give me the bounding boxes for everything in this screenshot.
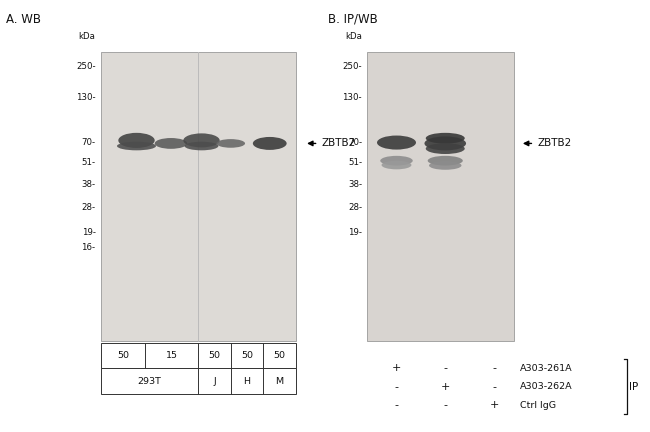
Text: -: -: [492, 363, 496, 373]
Text: -: -: [395, 400, 398, 410]
Text: 16-: 16-: [81, 243, 96, 251]
Text: 50: 50: [274, 352, 285, 360]
Text: A303-262A: A303-262A: [520, 382, 573, 391]
Bar: [367, 52, 514, 341]
Text: 250-: 250-: [343, 63, 362, 71]
Text: 50: 50: [209, 352, 220, 360]
Text: 70-: 70-: [348, 138, 362, 147]
Text: 250-: 250-: [76, 63, 96, 71]
Text: H: H: [244, 377, 250, 385]
Text: +: +: [441, 381, 450, 392]
Text: 51-: 51-: [348, 158, 362, 167]
Text: A. WB: A. WB: [6, 13, 42, 26]
Bar: [101, 343, 296, 368]
Text: 28-: 28-: [348, 203, 362, 212]
Text: ZBTB2: ZBTB2: [538, 138, 572, 149]
Ellipse shape: [380, 156, 413, 165]
Text: +: +: [489, 400, 499, 410]
Text: 19-: 19-: [81, 228, 96, 237]
Ellipse shape: [185, 142, 218, 150]
Ellipse shape: [118, 133, 155, 148]
Text: 130-: 130-: [76, 93, 96, 102]
Text: -: -: [492, 381, 496, 392]
Ellipse shape: [253, 137, 287, 150]
Ellipse shape: [429, 161, 461, 170]
Text: 130-: 130-: [343, 93, 362, 102]
Text: A303-261A: A303-261A: [520, 364, 573, 372]
Text: 293T: 293T: [138, 377, 161, 385]
Text: kDa: kDa: [345, 32, 362, 41]
Text: 28-: 28-: [81, 203, 96, 212]
Ellipse shape: [183, 133, 220, 147]
Text: 19-: 19-: [348, 228, 362, 237]
Text: J: J: [213, 377, 216, 385]
Text: IP: IP: [629, 381, 638, 392]
Text: 15: 15: [166, 352, 177, 360]
Text: B. IP/WB: B. IP/WB: [328, 13, 378, 26]
Ellipse shape: [426, 133, 465, 143]
Ellipse shape: [382, 161, 411, 169]
Ellipse shape: [428, 156, 463, 165]
Text: 70-: 70-: [81, 138, 96, 147]
Text: +: +: [392, 363, 401, 373]
Text: -: -: [443, 363, 447, 373]
Text: Ctrl IgG: Ctrl IgG: [520, 401, 556, 410]
Ellipse shape: [426, 143, 465, 154]
Text: kDa: kDa: [79, 32, 96, 41]
Text: -: -: [395, 381, 398, 392]
Ellipse shape: [377, 136, 416, 149]
Ellipse shape: [155, 138, 187, 149]
Ellipse shape: [424, 137, 466, 150]
Bar: [101, 52, 296, 341]
Text: M: M: [276, 377, 283, 385]
Text: ZBTB2: ZBTB2: [322, 138, 356, 149]
Text: 50: 50: [241, 352, 253, 360]
Bar: [101, 368, 296, 394]
Ellipse shape: [216, 139, 245, 148]
Text: 38-: 38-: [348, 180, 362, 189]
Text: 50: 50: [117, 352, 129, 360]
Ellipse shape: [117, 142, 156, 150]
Text: -: -: [443, 400, 447, 410]
Text: 51-: 51-: [81, 158, 96, 167]
Text: 38-: 38-: [81, 180, 96, 189]
